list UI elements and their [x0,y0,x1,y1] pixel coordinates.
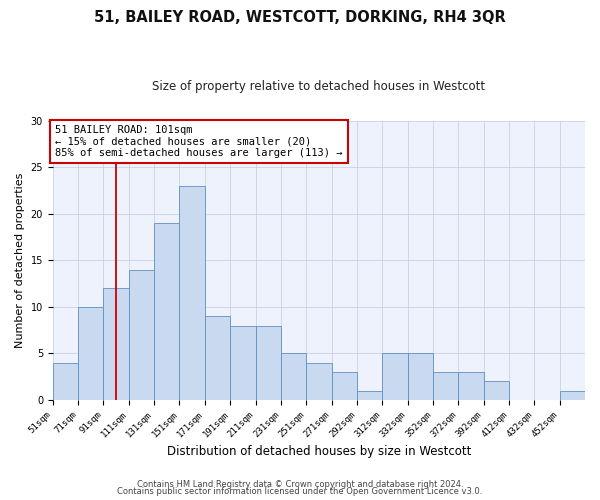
Bar [103,288,129,400]
Bar [154,223,179,400]
Text: 51 BAILEY ROAD: 101sqm
← 15% of detached houses are smaller (20)
85% of semi-det: 51 BAILEY ROAD: 101sqm ← 15% of detached… [55,124,343,158]
Y-axis label: Number of detached properties: Number of detached properties [15,172,25,348]
Bar [205,316,230,400]
X-axis label: Distribution of detached houses by size in Westcott: Distribution of detached houses by size … [167,444,471,458]
Bar [179,186,205,400]
Bar [256,326,281,400]
Bar [484,382,509,400]
Bar [53,363,78,400]
Bar [306,363,332,400]
Text: 51, BAILEY ROAD, WESTCOTT, DORKING, RH4 3QR: 51, BAILEY ROAD, WESTCOTT, DORKING, RH4 … [94,10,506,25]
Bar [129,270,154,400]
Text: Contains HM Land Registry data © Crown copyright and database right 2024.: Contains HM Land Registry data © Crown c… [137,480,463,489]
Bar [382,354,407,400]
Bar [458,372,484,400]
Bar [560,390,585,400]
Bar [357,390,382,400]
Bar [78,307,103,400]
Bar [230,326,256,400]
Title: Size of property relative to detached houses in Westcott: Size of property relative to detached ho… [152,80,485,93]
Bar [407,354,433,400]
Bar [281,354,306,400]
Bar [332,372,357,400]
Text: Contains public sector information licensed under the Open Government Licence v3: Contains public sector information licen… [118,488,482,496]
Bar [433,372,458,400]
